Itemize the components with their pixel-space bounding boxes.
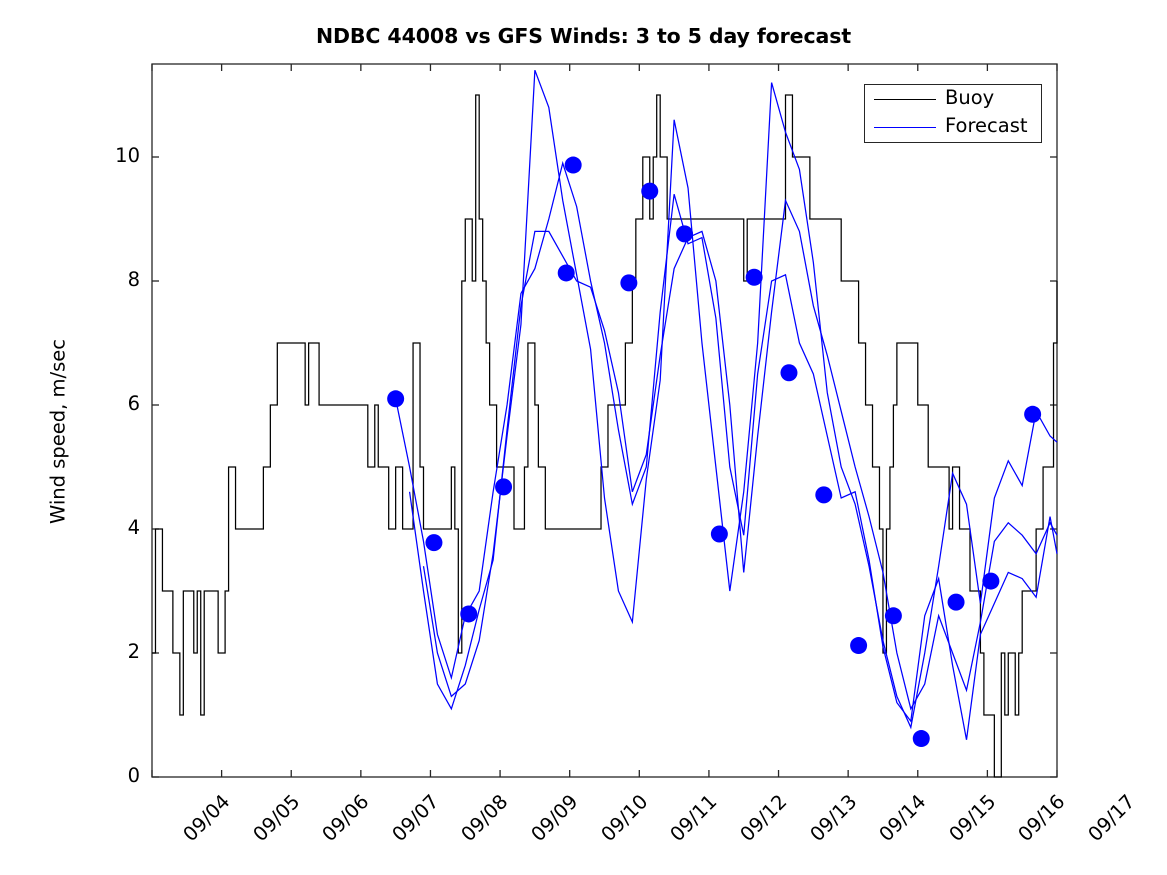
legend-label-forecast: Forecast [945,114,1028,137]
legend-swatch-forecast [874,127,936,128]
chart-title: NDBC 44008 vs GFS Winds: 3 to 5 day fore… [315,24,852,48]
legend-entry-buoy: Buoy [865,85,1043,114]
forecast-marker [557,264,575,282]
forecast-marker [620,274,638,292]
series-forecast-4-day [408,198,1058,711]
forecast-marker [815,486,833,504]
series-forecast-3-day [395,160,1058,740]
axes-frame [151,63,1058,778]
forecast-marker [495,478,513,496]
y-tick-label: 10 [115,144,140,167]
y-tick-label: 0 [127,764,140,787]
series-buoy [152,94,1058,778]
forecast-marker [884,607,902,625]
forecast-marker [425,534,443,552]
y-tick-label: 2 [127,640,140,663]
forecast-marker [745,268,763,286]
forecast-marker [460,605,478,623]
forecast-marker [564,156,582,174]
forecast-marker [982,572,1000,590]
series-forecast-5-day [422,69,1058,730]
forecast-markers-group [387,156,1042,748]
data-series-group [152,69,1058,778]
y-tick-label: 4 [127,516,140,539]
legend: Buoy Forecast [864,84,1042,143]
forecast-marker [850,637,868,655]
y-tick-label: 8 [127,268,140,291]
forecast-marker [947,593,965,611]
forecast-marker [710,525,728,543]
forecast-marker [780,364,798,382]
forecast-marker [676,225,694,243]
legend-swatch-buoy [874,99,936,100]
legend-entry-forecast: Forecast [865,113,1043,142]
forecast-marker [387,390,405,408]
legend-label-buoy: Buoy [945,86,995,109]
axis-ticks [151,64,1058,778]
y-tick-label: 6 [127,392,140,415]
forecast-marker [641,182,659,200]
forecast-marker [912,730,930,748]
forecast-marker [1024,405,1042,423]
